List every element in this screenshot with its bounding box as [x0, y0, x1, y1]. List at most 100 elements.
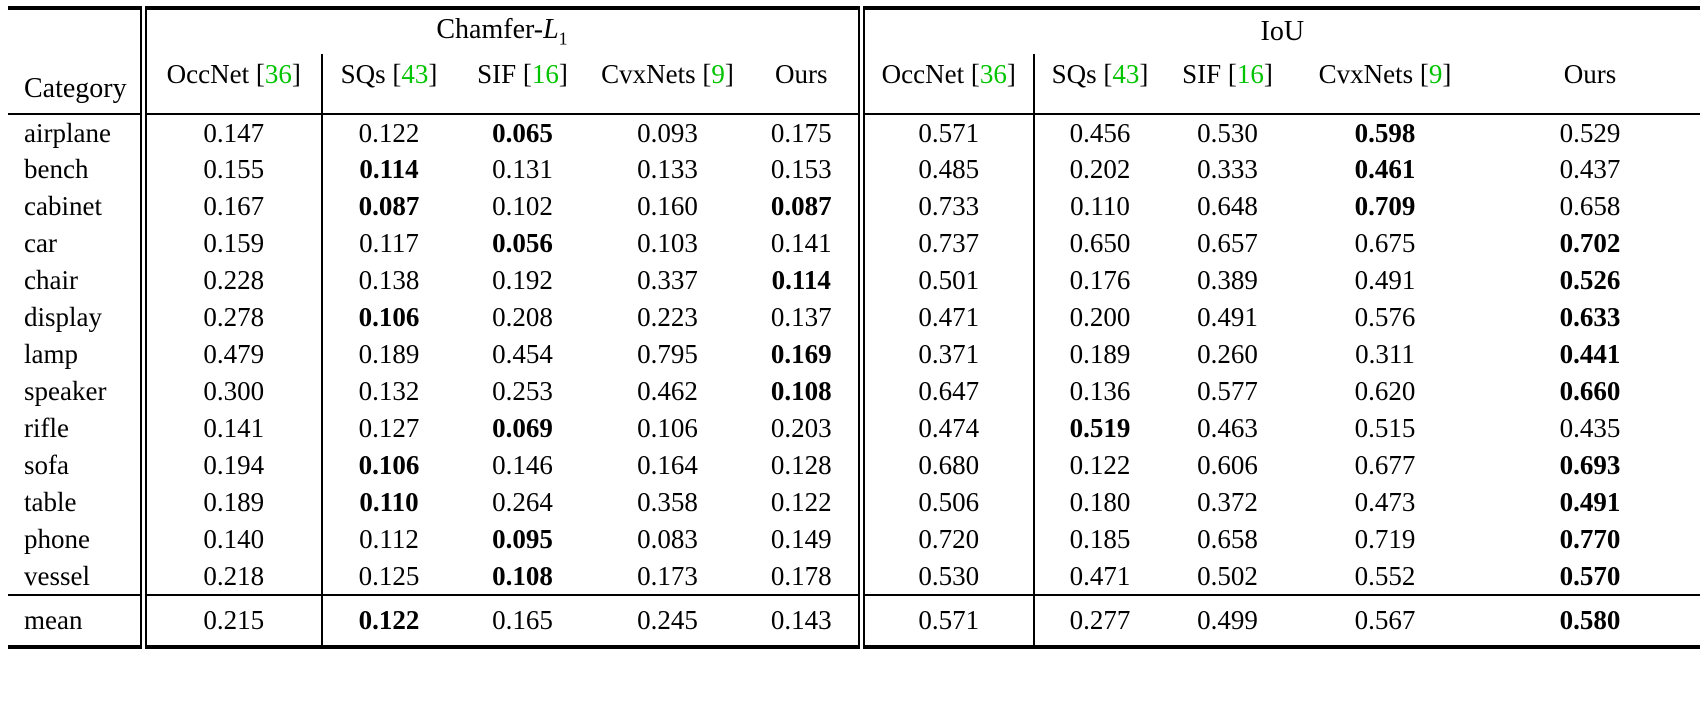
value-cell: 0.515 — [1354, 413, 1416, 443]
value-cell: 0.065 — [492, 117, 553, 148]
citation-number[interactable]: 43 — [1112, 59, 1140, 89]
citation-number[interactable]: 36 — [264, 59, 292, 89]
value-cell: 0.189 — [143, 484, 323, 521]
method-header-sqs-iou: SQs [43] — [1034, 54, 1166, 115]
value-cell: 0.358 — [637, 487, 698, 517]
value-cell: 0.147 — [143, 114, 323, 151]
value-cell: 0.485 — [861, 151, 1036, 188]
category-cell: lamp — [8, 336, 147, 373]
citation-number[interactable]: 16 — [1236, 59, 1264, 89]
citation: [36] — [964, 59, 1016, 89]
value-cell: 0.598 — [1354, 117, 1416, 148]
value-cell: 0.141 — [745, 225, 865, 262]
value-cell: 0.122 — [745, 484, 865, 521]
method-header-occnet-chamfer: OccNet [36] — [143, 54, 323, 115]
value-cell: 0.087 — [745, 188, 865, 225]
value-cell: 0.471 — [861, 299, 1036, 336]
method-name: SIF — [477, 59, 517, 89]
value-cell: 0.218 — [143, 558, 323, 595]
value-cell: 0.106 — [358, 302, 420, 332]
value-cell: 0.180 — [1069, 487, 1131, 517]
value-cell: 0.502 — [1197, 560, 1258, 591]
value-cell: 0.677 — [1354, 450, 1416, 480]
value-cell: 0.223 — [637, 302, 698, 332]
category-cell: mean — [8, 594, 147, 647]
table-header: Category Chamfer-L1 IoU OccNet [36] SQs [… — [8, 8, 1701, 115]
value-cell: 0.253 — [492, 376, 553, 406]
table-row-cabinet: cabinet 0.167 0.087 0.102 0.160 0.087 0.733 0.1… — [8, 188, 1700, 225]
category-cell: display — [8, 299, 147, 336]
citation-number[interactable]: 43 — [401, 59, 429, 89]
value-cell: 0.456 — [1069, 117, 1131, 148]
value-cell: 0.580 — [1480, 594, 1701, 647]
value-cell: 0.519 — [1069, 413, 1131, 443]
value-cell: 0.125 — [358, 560, 420, 591]
value-cell: 0.136 — [1069, 376, 1131, 406]
value-cell: 0.194 — [143, 447, 323, 484]
value-cell: 0.260 — [1197, 339, 1258, 369]
value-cell: 0.437 — [1559, 154, 1621, 184]
value-cell: 0.491 — [1559, 487, 1621, 517]
value-cell: 0.165 — [455, 594, 590, 647]
value-cell: 0.159 — [143, 225, 323, 262]
citation: [43] — [385, 59, 438, 89]
category-cell: phone — [8, 521, 147, 558]
value-cell: 0.192 — [492, 265, 553, 295]
category-cell: cabinet — [8, 188, 147, 225]
value-cell: 0.106 — [637, 413, 698, 443]
method-header-ours-iou: Ours — [1480, 54, 1701, 115]
method-name: CvxNets — [1318, 59, 1414, 89]
value-cell: 0.137 — [745, 299, 865, 336]
value-cell: 0.577 — [1197, 376, 1258, 406]
value-cell: 0.441 — [1559, 339, 1621, 369]
citation-number[interactable]: 16 — [531, 59, 559, 89]
value-cell: 0.202 — [1069, 154, 1131, 184]
method-name: OccNet — [166, 59, 250, 89]
value-cell: 0.278 — [143, 299, 323, 336]
method-header-row: OccNet [36] SQs [43] SIF [16] CvxNets [9] Ou… — [8, 54, 1701, 115]
mean-row: mean 0.215 0.122 0.165 0.245 0.143 0.571 0.277 0… — [8, 594, 1701, 647]
citation-number[interactable]: 9 — [1428, 59, 1443, 89]
value-cell: 0.189 — [358, 339, 420, 369]
value-cell: 0.095 — [492, 524, 553, 554]
method-name: Ours — [1563, 59, 1617, 89]
value-cell: 0.110 — [1070, 191, 1130, 221]
value-cell: 0.650 — [1069, 228, 1131, 258]
value-cell: 0.633 — [1559, 302, 1621, 332]
value-cell: 0.102 — [492, 191, 553, 221]
value-cell: 0.300 — [143, 373, 323, 410]
value-cell: 0.146 — [492, 450, 553, 480]
table-row-table: table 0.189 0.110 0.264 0.358 0.122 0.506 0.180… — [8, 484, 1700, 521]
value-cell: 0.454 — [492, 339, 553, 369]
value-cell: 0.333 — [1197, 154, 1258, 184]
method-header-cvxnets-chamfer: CvxNets [9] — [590, 54, 745, 115]
value-cell: 0.474 — [861, 410, 1036, 447]
value-cell: 0.571 — [861, 114, 1036, 151]
table-row-airplane: airplane 0.147 0.122 0.065 0.093 0.175 0.571 0.… — [8, 114, 1700, 151]
value-cell: 0.552 — [1354, 560, 1416, 591]
citation-number[interactable]: 36 — [979, 59, 1007, 89]
value-cell: 0.720 — [861, 521, 1036, 558]
citation-number[interactable]: 9 — [711, 59, 725, 89]
value-cell: 0.087 — [358, 191, 420, 221]
value-cell: 0.337 — [637, 265, 698, 295]
value-cell: 0.208 — [492, 302, 553, 332]
value-cell: 0.112 — [359, 524, 419, 554]
category-cell: chair — [8, 262, 147, 299]
table-row-speaker: speaker 0.300 0.132 0.253 0.462 0.108 0.647 0.1… — [8, 373, 1700, 410]
value-cell: 0.733 — [861, 188, 1036, 225]
table-row-vessel: vessel 0.218 0.125 0.108 0.173 0.178 0.530 0.47… — [8, 558, 1700, 595]
value-cell: 0.680 — [861, 447, 1036, 484]
value-cell: 0.499 — [1165, 594, 1291, 647]
value-cell: 0.164 — [637, 450, 698, 480]
method-name: SQs — [1051, 59, 1097, 89]
value-cell: 0.122 — [358, 117, 420, 148]
method-name: OccNet — [881, 59, 965, 89]
value-cell: 0.795 — [637, 339, 698, 369]
value-cell: 0.117 — [359, 228, 419, 258]
table-row-sofa: sofa 0.194 0.106 0.146 0.164 0.128 0.680 0.122 0… — [8, 447, 1700, 484]
results-table: Category Chamfer-L1 IoU OccNet [36] SQs [… — [8, 6, 1701, 649]
category-cell: rifle — [8, 410, 147, 447]
value-cell: 0.245 — [590, 594, 745, 647]
value-cell: 0.693 — [1559, 450, 1621, 480]
